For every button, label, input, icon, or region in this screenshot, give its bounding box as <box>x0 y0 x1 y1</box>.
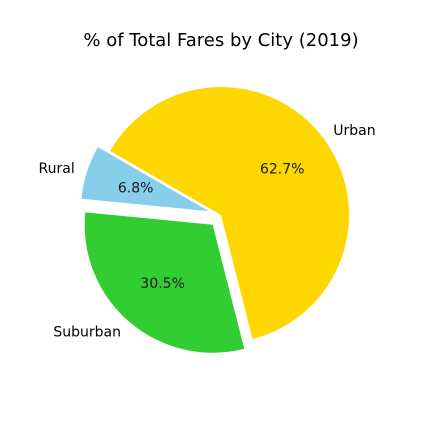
pie-slice-urban <box>110 87 349 340</box>
slice-label-urban: Urban <box>333 123 375 139</box>
chart-title: % of Total Fares by City (2019) <box>83 30 358 51</box>
slice-pct-urban: 62.7% <box>260 162 304 178</box>
slice-label-suburban: Suburban <box>53 325 121 341</box>
slice-pct-rural: 6.8% <box>118 181 154 197</box>
pie-slice-suburban <box>84 212 245 353</box>
slice-pct-suburban: 30.5% <box>140 276 184 292</box>
pie-labels: Rural 6.8% Suburban 30.5% Urban 62.7% <box>39 123 376 341</box>
pie-slices <box>81 87 349 353</box>
slice-label-rural: Rural <box>39 161 75 177</box>
pie-slice-rural <box>81 147 209 212</box>
